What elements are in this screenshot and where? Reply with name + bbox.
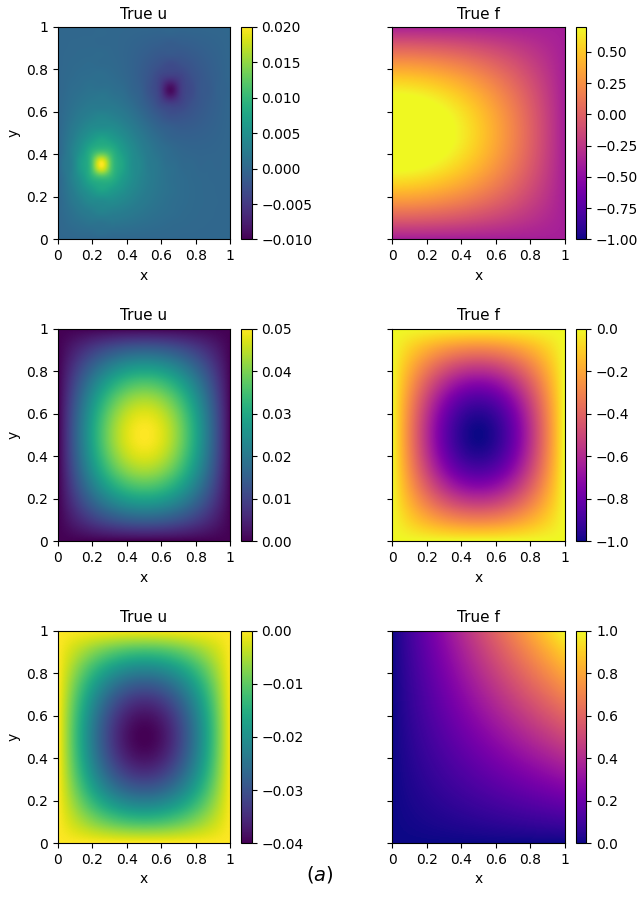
- X-axis label: x: x: [474, 873, 483, 886]
- Title: True f: True f: [457, 610, 500, 625]
- Title: True f: True f: [457, 6, 500, 22]
- Y-axis label: y: y: [6, 129, 20, 137]
- X-axis label: x: x: [140, 873, 148, 886]
- Title: True u: True u: [120, 309, 168, 324]
- Y-axis label: y: y: [6, 431, 20, 440]
- Text: $(a)$: $(a)$: [306, 864, 334, 885]
- Y-axis label: y: y: [6, 733, 20, 741]
- Title: True f: True f: [457, 309, 500, 324]
- Title: True u: True u: [120, 610, 168, 625]
- X-axis label: x: x: [140, 570, 148, 585]
- X-axis label: x: x: [474, 269, 483, 283]
- X-axis label: x: x: [474, 570, 483, 585]
- Title: True u: True u: [120, 6, 168, 22]
- X-axis label: x: x: [140, 269, 148, 283]
